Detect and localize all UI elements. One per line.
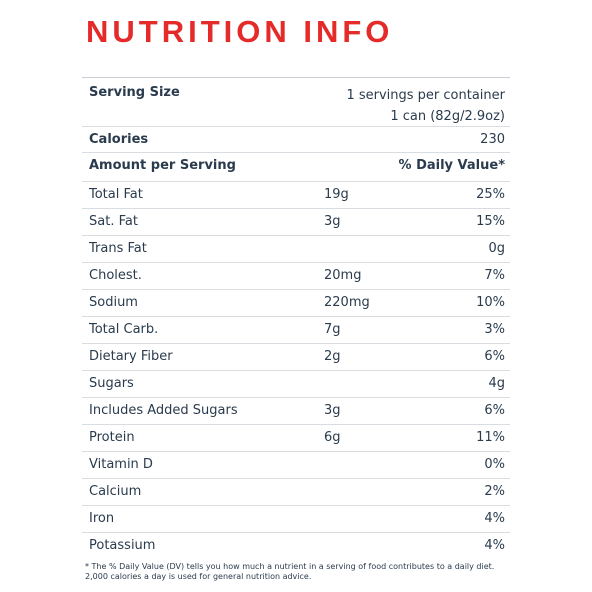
nutrient-list: Total Fat 19g 25% Sat. Fat 3g 15% Trans Fat 0g C…	[82, 181, 510, 559]
nutrient-row: Sugars 4g	[82, 370, 510, 397]
nutrient-name: Sugars	[89, 376, 134, 391]
nutrient-daily-value: 6%	[484, 403, 505, 418]
nutrient-daily-value: 25%	[476, 187, 505, 202]
nutrient-row: Trans Fat 0g	[82, 235, 510, 262]
nutrient-name: Calcium	[89, 484, 142, 499]
nutrient-amount: 7g	[324, 322, 341, 337]
serving-size-label: Serving Size	[89, 85, 180, 100]
nutrient-name: Iron	[89, 511, 115, 526]
nutrient-name: Trans Fat	[89, 241, 147, 256]
nutrient-amount: 6g	[324, 430, 341, 445]
footnote: * The % Daily Value (DV) tells you how m…	[85, 562, 495, 581]
nutrient-row: Sodium 220mg 10%	[82, 289, 510, 316]
nutrient-row: Total Carb. 7g 3%	[82, 316, 510, 343]
nutrient-amount: 20mg	[324, 268, 362, 283]
nutrient-name: Potassium	[89, 538, 156, 553]
serving-size-row: Serving Size 1 servings per container 1 …	[82, 77, 510, 126]
nutrient-row: Includes Added Sugars 3g 6%	[82, 397, 510, 424]
servings-per-container: 1 servings per container	[346, 88, 505, 103]
nutrient-row: Iron 4%	[82, 505, 510, 532]
serving-size-value: 1 can (82g/2.9oz)	[390, 109, 505, 124]
nutrient-daily-value: 0g	[488, 241, 505, 256]
page-title: NUTRITION INFO	[86, 14, 394, 49]
calories-value: 230	[480, 132, 505, 147]
nutrient-name: Sat. Fat	[89, 214, 138, 229]
calories-label: Calories	[89, 132, 149, 147]
nutrition-table: Serving Size 1 servings per container 1 …	[82, 77, 510, 559]
serving-size-values: 1 servings per container 1 can (82g/2.9o…	[346, 85, 505, 127]
nutrient-row: Cholest. 20mg 7%	[82, 262, 510, 289]
nutrient-name: Protein	[89, 430, 135, 445]
nutrient-daily-value: 15%	[476, 214, 505, 229]
nutrient-amount: 220mg	[324, 295, 370, 310]
nutrient-name: Dietary Fiber	[89, 349, 173, 364]
amount-per-serving-header: Amount per Serving % Daily Value*	[82, 152, 510, 181]
nutrient-row: Vitamin D 0%	[82, 451, 510, 478]
nutrient-name: Cholest.	[89, 268, 142, 283]
nutrient-amount: 2g	[324, 349, 341, 364]
nutrient-row: Potassium 4%	[82, 532, 510, 559]
nutrient-name: Total Carb.	[89, 322, 159, 337]
nutrient-daily-value: 4%	[484, 511, 505, 526]
nutrient-row: Total Fat 19g 25%	[82, 181, 510, 208]
nutrient-daily-value: 11%	[476, 430, 505, 445]
nutrient-name: Sodium	[89, 295, 138, 310]
calories-row: Calories 230	[82, 126, 510, 152]
nutrient-daily-value: 4%	[484, 538, 505, 553]
nutrient-amount: 19g	[324, 187, 349, 202]
nutrient-row: Protein 6g 11%	[82, 424, 510, 451]
nutrient-daily-value: 0%	[484, 457, 505, 472]
nutrient-name: Includes Added Sugars	[89, 403, 238, 418]
nutrient-row: Dietary Fiber 2g 6%	[82, 343, 510, 370]
nutrient-name: Vitamin D	[89, 457, 153, 472]
amount-per-serving-label: Amount per Serving	[89, 158, 236, 173]
nutrient-daily-value: 2%	[484, 484, 505, 499]
nutrient-daily-value: 4g	[488, 376, 505, 391]
nutrient-amount: 3g	[324, 214, 341, 229]
nutrient-daily-value: 10%	[476, 295, 505, 310]
nutrient-name: Total Fat	[89, 187, 143, 202]
nutrient-row: Sat. Fat 3g 15%	[82, 208, 510, 235]
daily-value-label: % Daily Value*	[398, 158, 505, 173]
nutrient-daily-value: 6%	[484, 349, 505, 364]
nutrient-daily-value: 3%	[484, 322, 505, 337]
nutrient-daily-value: 7%	[484, 268, 505, 283]
nutrient-row: Calcium 2%	[82, 478, 510, 505]
nutrient-amount: 3g	[324, 403, 341, 418]
